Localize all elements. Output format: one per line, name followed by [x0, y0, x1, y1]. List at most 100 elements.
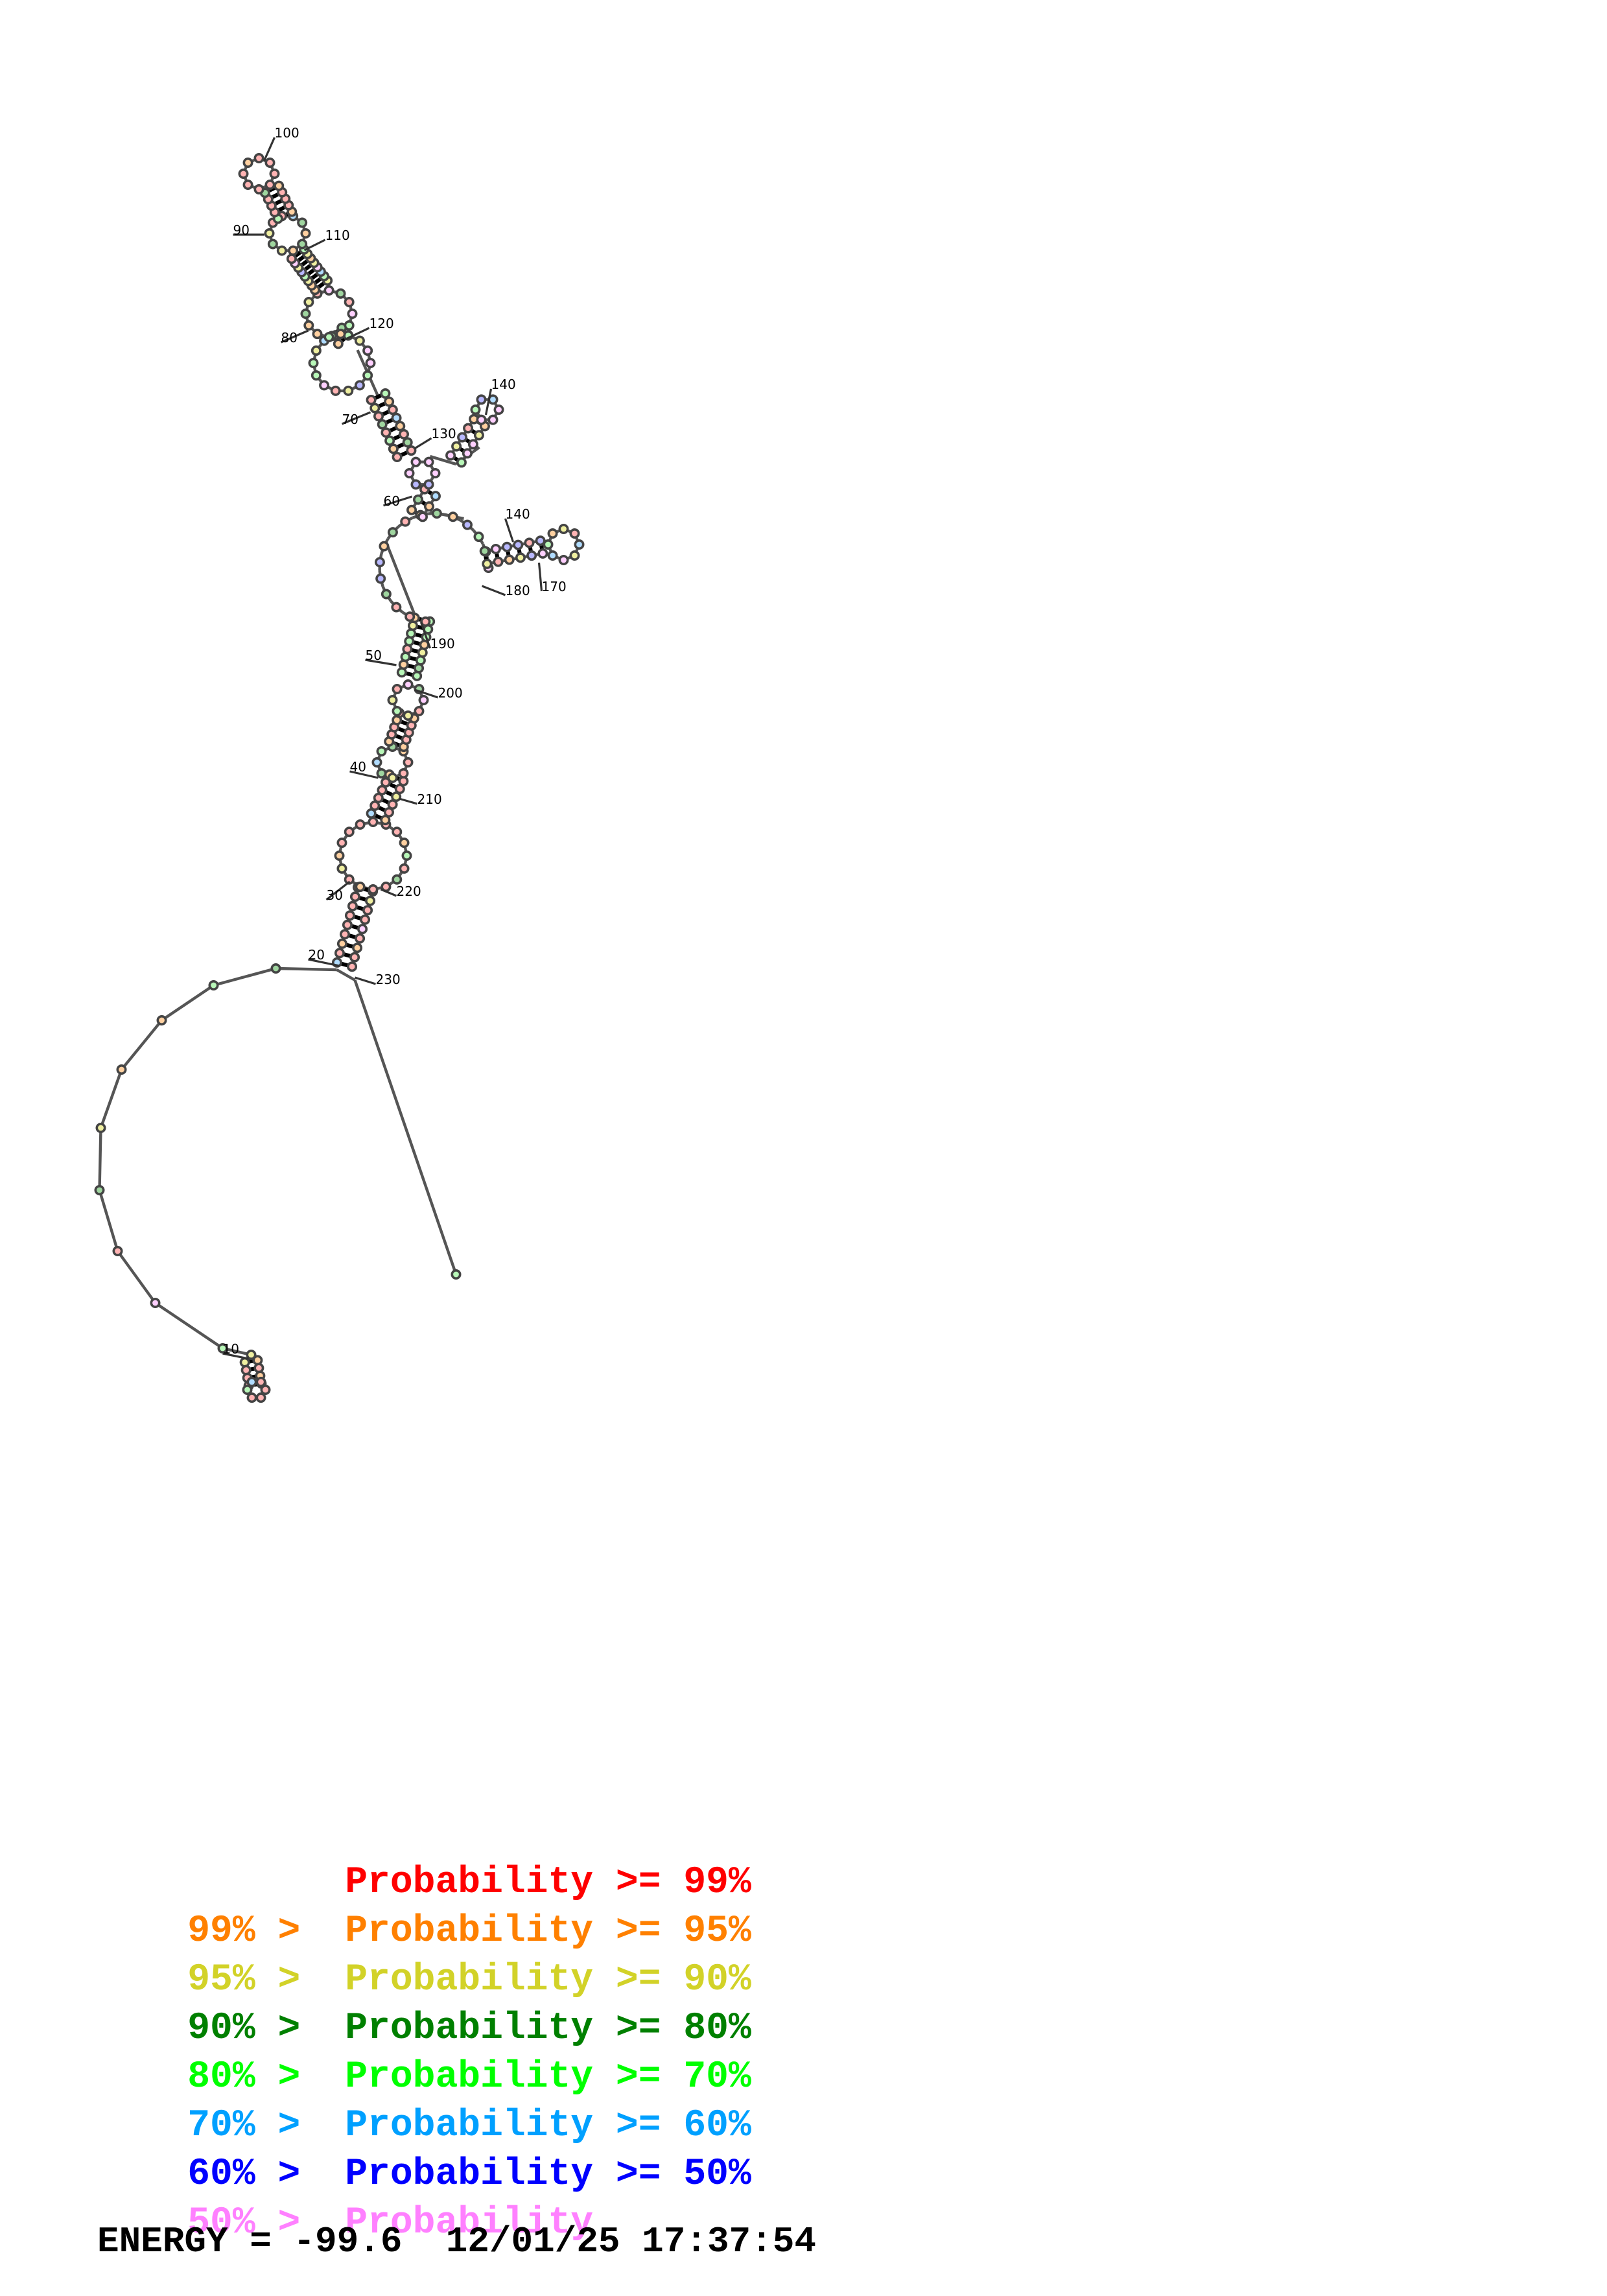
nucleotide — [404, 712, 412, 720]
legend-label: Probability — [345, 1959, 593, 2001]
nucleotide — [389, 406, 397, 414]
nucleotide — [463, 521, 471, 528]
legend-label: Probability — [345, 2056, 593, 2098]
legend-row: Probability >= 99% — [97, 1810, 751, 1858]
nucleotide — [336, 949, 344, 957]
label-tick — [506, 519, 513, 542]
legend-suffix: >= 60% — [616, 2105, 751, 2147]
nucleotide — [382, 590, 390, 598]
nucleotide — [379, 420, 386, 428]
nucleotide — [366, 359, 374, 367]
nucleotide — [332, 387, 340, 395]
label-tick — [355, 978, 376, 984]
backbone-segment — [100, 1128, 101, 1190]
nucleotide — [570, 552, 578, 559]
nucleotide — [371, 404, 379, 412]
nucleotide — [432, 492, 440, 500]
nucleotide — [298, 218, 306, 226]
nucleotide — [366, 896, 374, 904]
nucleotide — [377, 769, 385, 777]
nucleotide — [348, 963, 356, 970]
nucleotide — [97, 1124, 104, 1132]
nucleotide — [244, 159, 252, 167]
nucleotide — [433, 510, 441, 517]
position-number: 10 — [223, 1341, 239, 1357]
nucleotide — [257, 1378, 264, 1386]
nucleotide — [244, 181, 252, 189]
nucleotide — [364, 906, 371, 914]
nucleotide — [369, 885, 377, 893]
nucleotide — [544, 541, 552, 548]
nucleotide — [248, 1378, 255, 1386]
nucleotide — [367, 396, 375, 404]
legend-prefix: 70% > — [187, 2102, 345, 2150]
nucleotide — [389, 528, 397, 536]
nucleotide — [419, 513, 427, 521]
nucleotide — [313, 330, 321, 338]
legend-prefix: 95% > — [187, 1956, 345, 2004]
nucleotide — [477, 416, 485, 423]
nucleotide — [570, 530, 578, 537]
position-number: 60 — [384, 493, 400, 509]
nucleotide — [393, 876, 401, 884]
nucleotide — [414, 496, 422, 504]
nucleotides — [95, 154, 583, 1402]
nucleotide — [305, 322, 312, 329]
legend-label: Probability — [345, 2153, 593, 2196]
nucleotide — [344, 387, 352, 395]
nucleotide — [309, 359, 317, 367]
nucleotide — [559, 556, 567, 564]
nucleotide — [356, 821, 364, 828]
nucleotide — [405, 469, 413, 477]
position-number: 220 — [397, 884, 421, 899]
nucleotide — [475, 431, 483, 439]
position-number: 230 — [376, 972, 401, 987]
nucleotide — [386, 437, 393, 445]
nucleotide — [257, 1394, 264, 1401]
nucleotide — [385, 397, 393, 405]
nucleotide — [278, 246, 286, 254]
nucleotide — [480, 547, 488, 555]
position-number: 30 — [327, 887, 343, 903]
nucleotide — [447, 451, 454, 459]
nucleotide — [376, 558, 384, 566]
backbone-segment — [118, 1251, 156, 1303]
nucleotide — [403, 852, 410, 860]
label-tick — [415, 438, 432, 449]
nucleotide — [364, 371, 371, 379]
nucleotide — [348, 310, 356, 318]
legend-suffix: >= 95% — [616, 1910, 751, 1952]
nucleotide — [335, 852, 343, 860]
nucleotide — [288, 255, 296, 263]
nucleotide — [261, 1386, 269, 1394]
nucleotide — [415, 707, 423, 715]
nucleotide — [320, 381, 328, 389]
nucleotide — [393, 685, 401, 693]
nucleotide — [351, 893, 359, 900]
nucleotide — [341, 930, 349, 938]
nucleotide — [338, 839, 346, 847]
nucleotide — [346, 828, 353, 836]
position-number: 180 — [506, 583, 530, 598]
nucleotide — [312, 371, 320, 379]
nucleotide — [336, 290, 344, 298]
nucleotide — [525, 539, 533, 546]
nucleotide — [356, 381, 364, 389]
nucleotide — [375, 412, 382, 420]
position-number: 200 — [438, 685, 463, 701]
label-tick — [399, 799, 417, 804]
nucleotide — [495, 406, 502, 414]
label-tick — [264, 137, 275, 161]
backbone-segment — [101, 1070, 122, 1128]
nucleotide — [388, 696, 396, 704]
label-tick — [482, 586, 506, 595]
nucleotide — [373, 758, 381, 766]
backbone-segment — [100, 1190, 118, 1251]
nucleotide — [325, 287, 333, 294]
position-number: 120 — [369, 316, 394, 331]
nucleotide — [458, 433, 466, 441]
nucleotide — [471, 406, 479, 414]
nucleotide — [506, 556, 513, 563]
nucleotide — [344, 921, 351, 929]
nucleotide — [575, 541, 583, 548]
